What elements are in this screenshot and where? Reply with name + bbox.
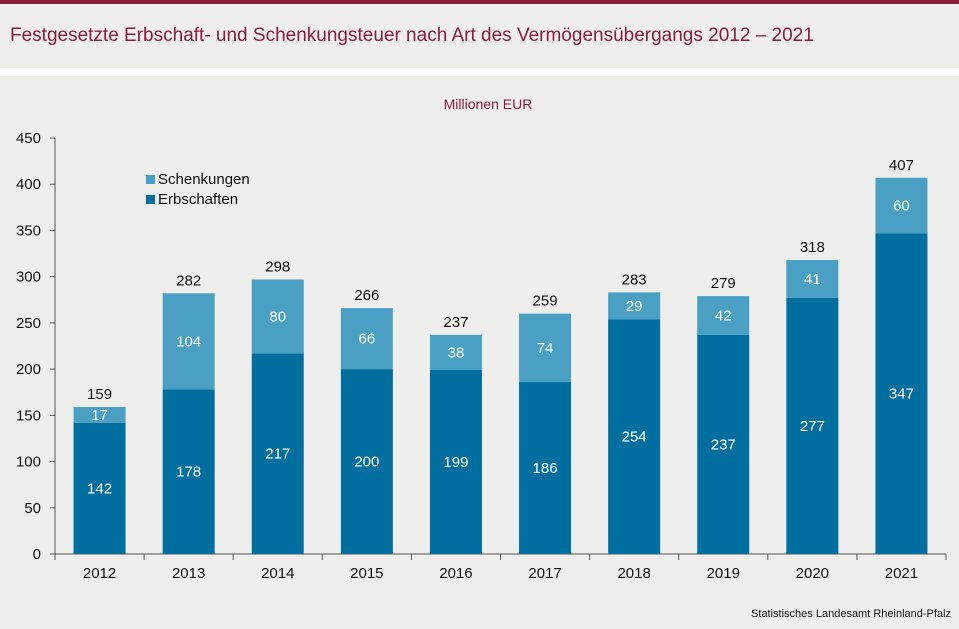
data-label-erbschaften: 142 [87,480,112,497]
x-tick-label: 2016 [439,565,472,582]
bar-erbschaften [519,382,572,554]
data-label-schenkungen: 104 [176,333,201,350]
legend-swatch-erbschaften [146,195,155,204]
data-label-total: 259 [533,293,558,310]
legend-label-erbschaften: Erbschaften [158,191,238,208]
x-tick-label: 2021 [885,565,918,582]
bar-schenkungen [429,334,482,371]
y-tick-label: 50 [24,500,41,517]
data-label-erbschaften: 254 [622,429,647,446]
legend-swatch-schenkungen [146,175,155,184]
bar-schenkungen [162,293,215,390]
chart-panel: Millionen EUR 0 50 100 150 200 250 300 350 400 45… [0,76,959,629]
data-label-schenkungen: 38 [448,344,465,361]
page-title: Festgesetzte Erbschaft- und Schenkungste… [10,25,814,46]
data-label-schenkungen: 74 [537,340,554,357]
bar-erbschaften [786,297,839,554]
data-label-total: 279 [711,275,736,292]
data-label-erbschaften: 277 [800,418,825,435]
bar-schenkungen [519,313,572,383]
legend: Schenkungen Erbschaften [146,171,250,208]
bars: 142 17 159 178 104 282 217 80 298 200 66 266 199 38 23… [73,157,928,554]
unit-label: Millionen EUR [443,96,533,112]
data-label-total: 237 [443,314,468,331]
data-label-schenkungen: 66 [359,331,376,348]
y-tick-label: 250 [16,315,41,332]
header: Festgesetzte Erbschaft- und Schenkungste… [0,4,959,68]
y-tick-label: 450 [16,130,41,147]
data-label-erbschaften: 217 [265,446,290,463]
data-label-total: 318 [800,239,825,256]
x-tick-label: 2012 [83,565,116,582]
stacked-bar-chart: 0 50 100 150 200 250 300 350 400 450 2012 2013 2014… [16,130,947,582]
bar-schenkungen [786,260,839,298]
data-label-erbschaften: 199 [443,454,468,471]
data-label-schenkungen: 42 [715,307,732,324]
x-tick-label: 2014 [261,565,294,582]
legend-label-schenkungen: Schenkungen [158,171,250,188]
data-label-schenkungen: 60 [893,197,910,214]
bar-schenkungen [73,407,126,423]
data-label-total: 159 [87,386,112,403]
data-label-erbschaften: 178 [176,464,201,481]
bar-schenkungen [875,177,928,234]
data-label-schenkungen: 41 [804,271,821,288]
y-tick-label: 350 [16,222,41,239]
x-tick-label: 2017 [528,565,561,582]
data-label-schenkungen: 17 [91,407,108,424]
y-tick-label: 0 [33,546,41,563]
bar-erbschaften [875,233,928,554]
bar-erbschaften [608,319,661,554]
data-label-total: 298 [265,258,290,275]
bar-erbschaften [162,389,215,554]
x-tick-label: 2020 [796,565,829,582]
bar-schenkungen [608,292,661,320]
x-tick-label: 2019 [707,565,740,582]
data-label-erbschaften: 200 [354,454,379,471]
bar-erbschaften [697,334,750,554]
y-tick-label: 300 [16,269,41,286]
data-label-total: 407 [889,157,914,174]
bar-schenkungen [340,308,393,370]
bar-schenkungen [251,279,304,354]
y-tick-label: 150 [16,407,41,424]
x-axis: 2012 2013 2014 2015 2016 2017 2018 2019 2020 2021 [54,553,947,582]
y-axis: 0 50 100 150 200 250 300 350 400 450 [16,130,56,563]
bar-erbschaften [429,370,482,554]
data-label-schenkungen: 29 [626,298,643,315]
bar-erbschaften [73,422,126,554]
data-label-total: 282 [176,272,201,289]
data-label-total: 266 [354,287,379,304]
data-label-schenkungen: 80 [269,308,286,325]
x-tick-label: 2015 [350,565,383,582]
bar-erbschaften [340,369,393,554]
y-tick-label: 200 [16,361,41,378]
top-accent-rule [0,0,959,4]
bar-erbschaften [251,353,304,554]
bar-schenkungen [697,296,750,335]
data-label-erbschaften: 237 [711,436,736,453]
data-label-erbschaften: 186 [533,460,558,477]
x-tick-label: 2013 [172,565,205,582]
y-tick-label: 100 [16,454,41,471]
y-tick-label: 400 [16,176,41,193]
source-note: Statistisches Landesamt Rheinland-Pfalz [751,608,951,620]
x-tick-label: 2018 [617,565,650,582]
data-label-erbschaften: 347 [889,386,914,403]
data-label-total: 283 [622,271,647,288]
